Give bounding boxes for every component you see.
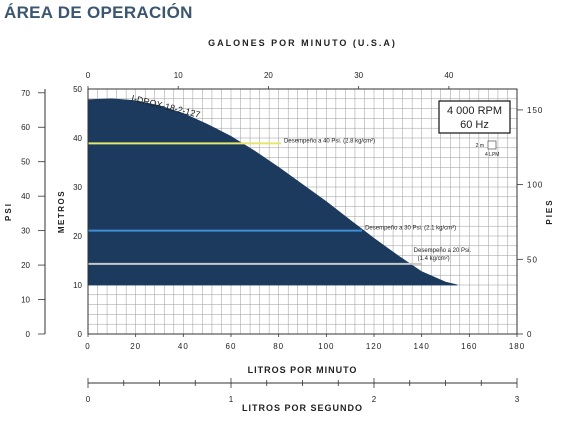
psi-tick-label: 40: [21, 192, 30, 201]
bottom-axis-tick-label: 60: [226, 342, 237, 351]
top-axis-tick-label: 40: [444, 71, 453, 80]
bottom-axis-label: LITROS POR MINUTO: [248, 365, 358, 375]
psi-tick-label: 20: [21, 261, 30, 270]
bottom-axis-tick-label: 80: [273, 342, 284, 351]
psi-tick-label: 10: [21, 296, 30, 305]
meters-tick-label: 20: [73, 232, 82, 241]
bottom-axis-tick-label: 40: [178, 342, 189, 351]
psi-tick-label: 0: [26, 330, 31, 339]
performance-label-3-line-2: (1.4 kg/cm²): [418, 256, 450, 262]
top-axis-label: GALONES POR MINUTO (U.S.A): [208, 38, 397, 48]
psi-axis-label: PSI: [4, 202, 13, 221]
feet-axis-label: PIES: [545, 198, 554, 224]
lps-axis-label: LITROS POR SEGUNDO: [242, 403, 363, 413]
psi-tick-label: 50: [21, 158, 30, 167]
lps-tick-label: 0: [86, 395, 91, 404]
scale-note-lpm: 4 LPM: [485, 152, 499, 158]
lps-tick-label: 1: [229, 395, 234, 404]
psi-tick-label: 30: [21, 227, 30, 236]
top-axis-tick-label: 20: [264, 71, 273, 80]
lps-tick-label: 3: [515, 395, 520, 404]
speed-box: [438, 100, 511, 134]
bottom-axis-tick-label: 160: [461, 342, 477, 351]
top-axis-tick-label: 30: [354, 71, 363, 80]
bottom-axis-tick-label: 120: [366, 342, 382, 351]
psi-tick-label: 60: [21, 123, 30, 132]
operating-area: [87, 98, 458, 286]
title-part-2: OPERACIÓN: [87, 3, 193, 22]
top-axis-tick-label: 10: [174, 71, 183, 80]
lps-tick-label: 2: [372, 395, 377, 404]
performance-label-1: Desempeño a 40 Psi. (2.8 kg/cm²): [284, 138, 375, 144]
meters-tick-label: 40: [73, 134, 82, 143]
performance-label-2: Desempeño a 30 Psi. (2.1 kg/cm²): [365, 226, 456, 232]
feet-tick-label: 100: [527, 181, 543, 190]
page-title: ÁREA DE OPERACIÓN: [4, 3, 193, 23]
scale-note-box: [487, 140, 497, 150]
bottom-axis-tick-label: 100: [318, 342, 334, 351]
bottom-axis-tick-label: 140: [413, 342, 429, 351]
scale-note-m: 2 m: [476, 143, 484, 149]
bottom-axis-tick-label: 20: [130, 342, 141, 351]
speed-box-rpm: 4 000 RPM: [447, 105, 502, 117]
meters-axis-label: METROS: [57, 190, 66, 233]
meters-tick-label: 10: [73, 281, 82, 290]
top-axis-tick-label: 0: [86, 71, 91, 80]
meters-tick-label: 30: [73, 183, 82, 192]
feet-tick-label: 150: [527, 106, 543, 115]
psi-tick-label: 70: [21, 89, 30, 98]
bottom-axis-tick-label: 0: [85, 342, 90, 351]
feet-tick-label: 0: [527, 330, 532, 339]
feet-tick-label: 50: [527, 255, 538, 264]
meters-tick-label: 50: [73, 85, 82, 94]
speed-box-hz: 60 Hz: [460, 119, 489, 131]
bottom-axis-tick-label: 180: [509, 342, 525, 351]
title-part-1: ÁREA DE: [4, 3, 88, 22]
performance-label-3: Desempeño a 20 Psi.: [414, 248, 472, 254]
meters-tick-label: 0: [78, 330, 83, 339]
plot-frame: [87, 88, 518, 335]
